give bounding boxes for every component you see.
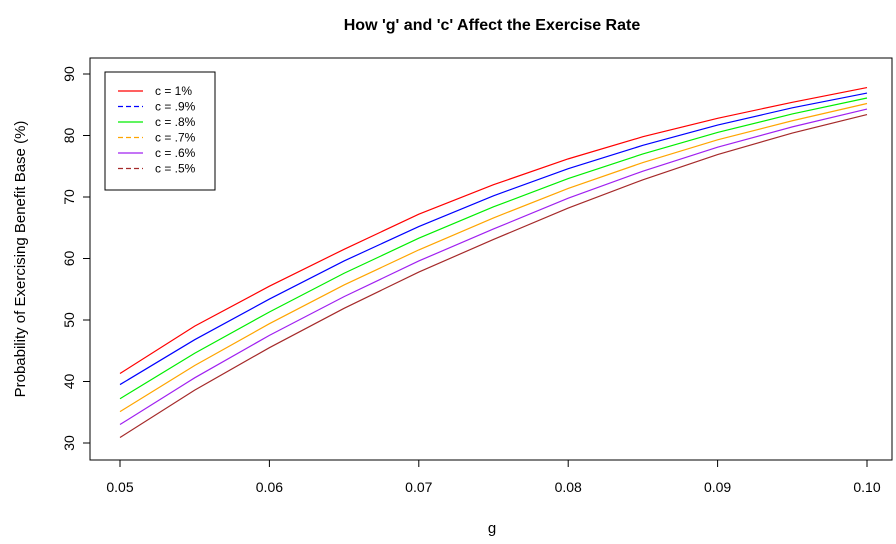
series-line-2 [119, 97, 868, 400]
series-line-4 [119, 108, 868, 426]
y-axis: 30 40 50 60 70 80 90 [61, 66, 91, 451]
legend-label: c = .5% [155, 162, 196, 176]
y-tick-label: 40 [61, 374, 77, 390]
legend-label: c = .9% [155, 100, 196, 114]
x-axis: 0.05 0.06 0.07 0.08 0.09 0.10 [106, 459, 881, 495]
x-tick-label: 0.05 [106, 479, 133, 495]
legend: c = 1% c = .9%c = .8% c = .7%c = .6% c = .5… [104, 71, 216, 191]
x-tick-label: 0.07 [405, 479, 432, 495]
series-line-3 [119, 102, 868, 413]
x-tick-label: 0.10 [853, 479, 880, 495]
y-tick-label: 70 [61, 189, 77, 205]
x-tick-label: 0.08 [555, 479, 582, 495]
legend-label: c = 1% [155, 84, 192, 98]
legend-box [104, 71, 216, 191]
series-line-5 [119, 114, 868, 438]
series-line-1 [119, 92, 868, 386]
legend-label: c = .6% [155, 146, 196, 160]
chart-title: How 'g' and 'c' Affect the Exercise Rate [344, 17, 641, 34]
legend-label: c = .7% [155, 131, 196, 145]
x-tick-label: 0.09 [704, 479, 731, 495]
x-axis-label: g [488, 520, 496, 537]
y-tick-label: 30 [61, 435, 77, 451]
y-tick-label: 80 [61, 128, 77, 144]
x-tick-label: 0.06 [256, 479, 283, 495]
y-tick-label: 90 [61, 66, 77, 82]
y-tick-label: 50 [61, 312, 77, 328]
y-axis-label: Probability of Exercising Benefit Base (… [12, 121, 29, 398]
series-line-0 [119, 86, 868, 375]
series-layer [119, 86, 868, 438]
legend-label: c = .8% [155, 115, 196, 129]
y-tick-label: 60 [61, 251, 77, 267]
